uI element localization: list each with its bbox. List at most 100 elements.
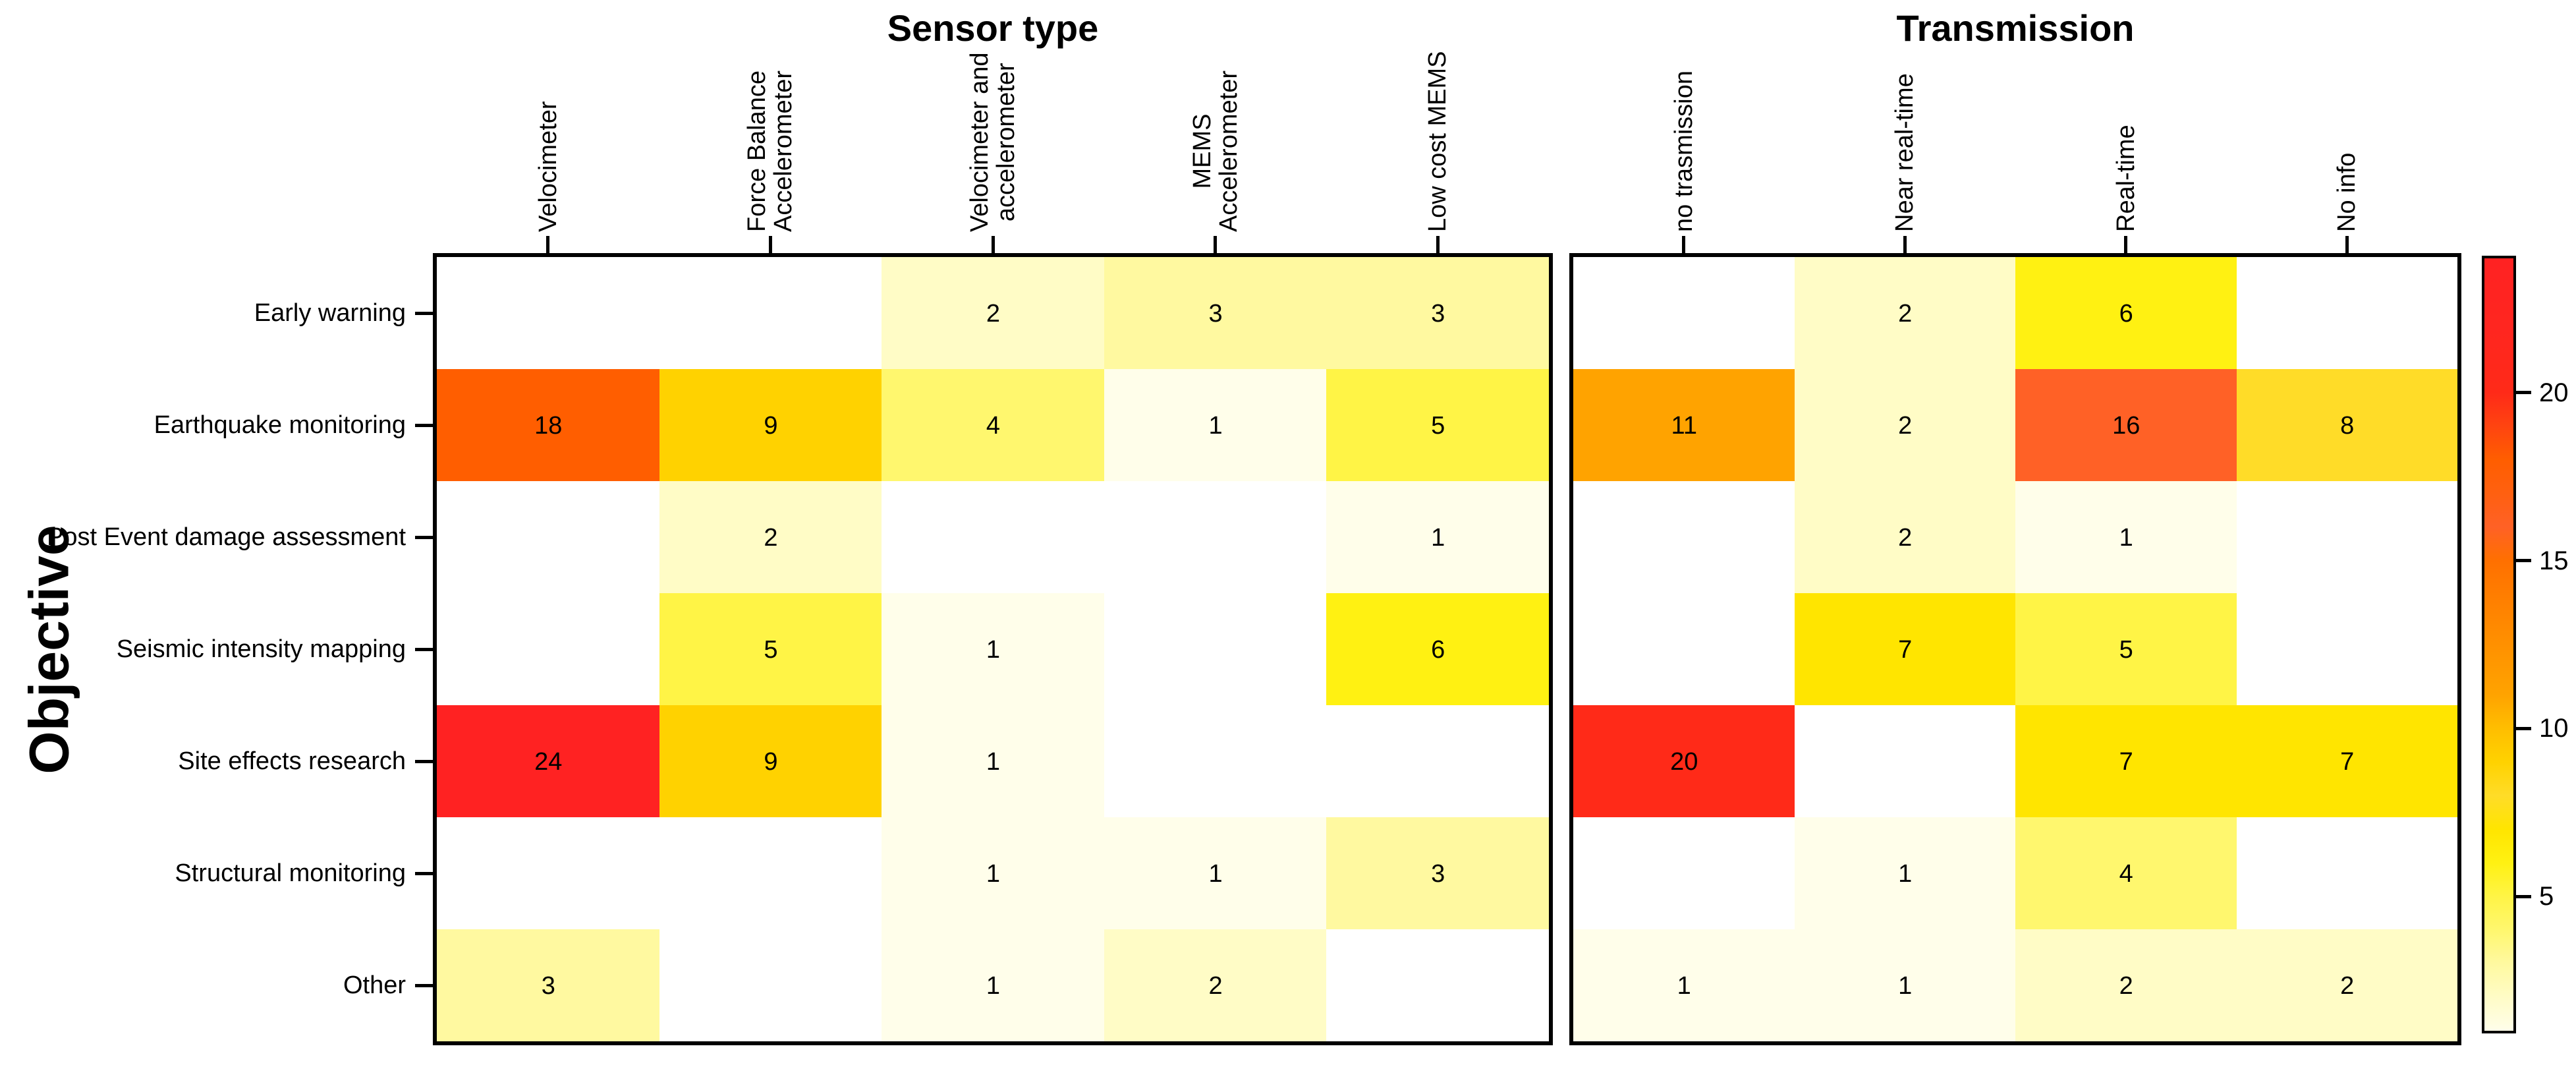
row-label: Earthquake monitoring — [154, 411, 406, 439]
heatmap-cell: 1 — [1104, 369, 1328, 482]
row-label: Post Event damage assessment — [47, 523, 406, 551]
heatmap-cell: 9 — [659, 369, 883, 482]
x-axis-tick — [1214, 236, 1218, 257]
x-axis-tick — [1682, 236, 1686, 257]
cell-value: 9 — [764, 747, 778, 776]
heatmap-cell: 2 — [1794, 257, 2016, 370]
cell-value: 2 — [1898, 411, 1913, 440]
cell-value: 2 — [1898, 299, 1913, 328]
cell-value: 20 — [1670, 747, 1698, 776]
x-axis-tick — [2124, 236, 2128, 257]
cell-value: 1 — [1898, 971, 1913, 1000]
heatmap-cell: 1 — [882, 929, 1105, 1042]
cell-value: 18 — [534, 411, 563, 440]
cell-value: 3 — [1208, 299, 1223, 328]
heatmap-cell — [1794, 705, 2016, 818]
cell-value: 6 — [2119, 299, 2133, 328]
x-axis-tick — [2345, 236, 2349, 257]
heatmap-cell — [1573, 593, 1795, 706]
y-axis-tick — [415, 983, 437, 987]
heatmap-cell: 7 — [2236, 705, 2458, 818]
colorbar-tick — [2513, 894, 2531, 898]
colorbar-tick-label: 15 — [2539, 546, 2569, 575]
heatmap-cell: 11 — [1573, 369, 1795, 482]
heatmap-cell — [2236, 481, 2458, 594]
heatmap-cell: 1 — [1326, 481, 1550, 594]
cell-value: 24 — [534, 747, 563, 776]
column-label: Force Balance Accelerometer — [743, 70, 798, 232]
heatmap-cell — [1573, 817, 1795, 930]
heatmap-cell: 1 — [2015, 481, 2237, 594]
column-label: no trasmission — [1669, 71, 1698, 232]
y-axis-tick — [415, 647, 437, 651]
heatmap-cell — [2236, 257, 2458, 370]
heatmap-cell — [1326, 705, 1550, 818]
heatmap-cell: 1 — [882, 593, 1105, 706]
row-label: Structural monitoring — [175, 859, 406, 887]
cell-value: 1 — [1677, 971, 1691, 1000]
colorbar-tick-label: 20 — [2539, 378, 2569, 407]
heatmap-cell — [2236, 817, 2458, 930]
cell-value: 9 — [764, 411, 778, 440]
x-axis-tick — [546, 236, 550, 257]
heatmap-cell — [437, 593, 660, 706]
cell-value: 4 — [986, 411, 1001, 440]
heatmap-cell: 2 — [882, 257, 1105, 370]
heatmap-cell: 24 — [437, 705, 660, 818]
colorbar-tick-label: 5 — [2539, 882, 2554, 911]
cell-value: 7 — [2340, 747, 2355, 776]
heatmap-cell: 5 — [2015, 593, 2237, 706]
heatmap-cell — [1573, 257, 1795, 370]
x-axis-tick — [991, 236, 995, 257]
cell-value: 1 — [986, 747, 1001, 776]
cell-value: 1 — [1431, 523, 1445, 552]
heatmap-cell: 18 — [437, 369, 660, 482]
heatmap-cell: 4 — [882, 369, 1105, 482]
cell-value: 3 — [541, 971, 555, 1000]
heatmap-cell: 3 — [1326, 257, 1550, 370]
cell-value: 4 — [2119, 859, 2133, 888]
heatmap-cell: 20 — [1573, 705, 1795, 818]
column-label: Real-time — [2112, 125, 2140, 232]
heatmap-cell: 6 — [2015, 257, 2237, 370]
cell-value: 2 — [2119, 971, 2133, 1000]
heatmap-cell — [437, 817, 660, 930]
cell-value: 5 — [1431, 411, 1445, 440]
heatmap-cell: 8 — [2236, 369, 2458, 482]
cell-value: 1 — [986, 971, 1001, 1000]
heatmap-cell — [437, 257, 660, 370]
cell-value: 2 — [764, 523, 778, 552]
heatmap-cell: 3 — [1326, 817, 1550, 930]
heatmap-cell: 2 — [1104, 929, 1328, 1042]
heatmap-cell: 2 — [1794, 369, 2016, 482]
heatmap-cell — [1104, 593, 1328, 706]
colorbar-gradient — [2484, 258, 2513, 1031]
cell-value: 2 — [2340, 971, 2355, 1000]
colorbar-tick — [2513, 391, 2531, 395]
heatmap-cell — [882, 481, 1105, 594]
y-axis-tick — [415, 535, 437, 539]
heatmap-cell: 7 — [1794, 593, 2016, 706]
cell-value: 6 — [1431, 635, 1445, 664]
heatmap-cell: 5 — [659, 593, 883, 706]
heatmap-cell: 4 — [2015, 817, 2237, 930]
y-axis-tick — [415, 423, 437, 427]
heatmap-cell — [1104, 481, 1328, 594]
cell-value: 7 — [1898, 635, 1913, 664]
cell-value: 1 — [986, 859, 1001, 888]
heatmap-cell: 5 — [1326, 369, 1550, 482]
column-label: Velocimeter — [534, 101, 562, 232]
y-axis-tick — [415, 311, 437, 315]
heatmap-cell: 2 — [1794, 481, 2016, 594]
row-label: Other — [343, 971, 406, 999]
cell-value: 1 — [1898, 859, 1913, 888]
cell-value: 2 — [986, 299, 1001, 328]
heatmap-cell: 1 — [882, 817, 1105, 930]
panel-title: Transmission — [1896, 7, 2135, 49]
heatmap-cell: 1 — [1104, 817, 1328, 930]
heatmap-cell: 16 — [2015, 369, 2237, 482]
x-axis-tick — [1903, 236, 1907, 257]
heatmap-cell: 1 — [1794, 929, 2016, 1042]
cell-value: 1 — [2119, 523, 2133, 552]
